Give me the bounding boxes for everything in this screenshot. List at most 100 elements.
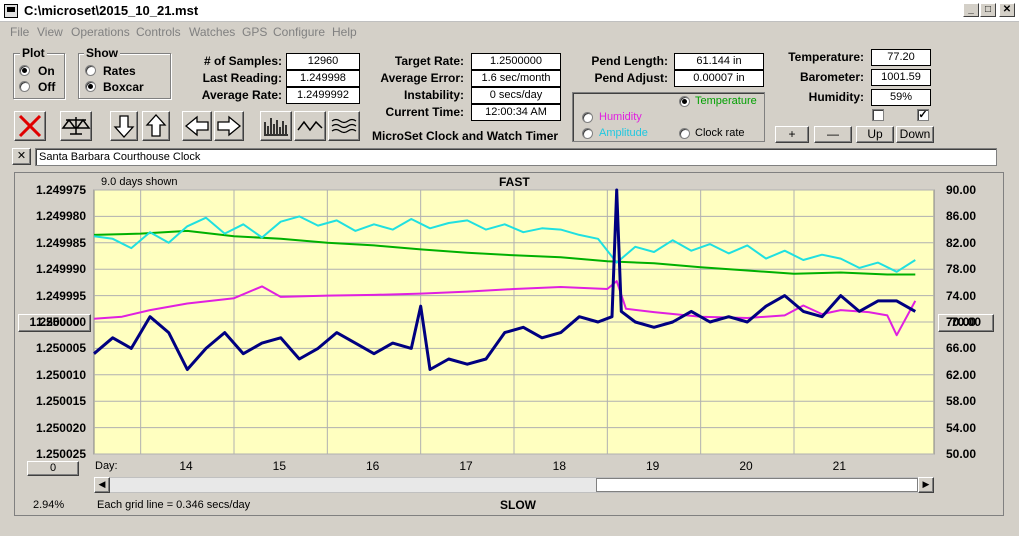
balance-scale-icon [61, 117, 91, 135]
average-error-label: Average Error: [380, 71, 464, 85]
plot-on-radio[interactable] [19, 65, 30, 76]
scroll-right-button[interactable] [214, 111, 244, 141]
minus-button[interactable]: — [814, 126, 852, 143]
plot-off-label: Off [38, 80, 56, 94]
menu-gps[interactable]: GPS [242, 25, 268, 39]
instability-label: Instability: [403, 88, 464, 102]
y-right-tick-label: 54.00 [945, 420, 976, 435]
y-right-tick-label: 66.00 [945, 341, 976, 356]
stop-button[interactable] [14, 111, 46, 141]
slow-label: SLOW [500, 498, 536, 512]
menu-view[interactable]: View [37, 25, 63, 39]
balance-button[interactable] [60, 111, 92, 141]
menu-operations[interactable]: Operations [71, 25, 130, 39]
x-axis-title: Day: [95, 460, 118, 472]
minimize-button[interactable]: _ [963, 3, 979, 17]
up-button[interactable]: Up [856, 126, 894, 143]
x-tick-label: 16 [366, 459, 380, 473]
description-field[interactable]: Santa Barbara Courthouse Clock [35, 148, 997, 166]
menu-help[interactable]: Help [332, 25, 357, 39]
percent-label: 2.94% [33, 499, 65, 511]
amplitude-radio[interactable] [582, 128, 593, 139]
y-right-tick-label: 90.00 [945, 183, 976, 197]
y-left-tick-label: 1.250010 [35, 367, 86, 382]
scroll-up-button[interactable] [142, 111, 170, 141]
y-left-tick-label: 1.249975 [35, 183, 86, 197]
grid-note: Each grid line = 0.346 secs/day [97, 499, 251, 511]
down-button[interactable]: Down [896, 126, 934, 143]
show-rates-radio[interactable] [85, 65, 96, 76]
clear-description-button[interactable]: ✕ [12, 148, 31, 165]
average-rate-label: Average Rate: [201, 88, 282, 102]
maximize-button[interactable]: □ [980, 3, 996, 17]
menu-file[interactable]: File [10, 25, 30, 39]
scroll-right-arrow[interactable]: ▶ [918, 477, 934, 493]
center-rate-button[interactable]: 1.250000 [18, 314, 91, 332]
scroll-down-button[interactable] [110, 111, 138, 141]
sensor-select-box [572, 92, 765, 142]
x-tick-label: 14 [179, 459, 193, 473]
y-right-tick-label: 78.00 [945, 262, 976, 277]
center-temp-button[interactable]: 70.00 [938, 314, 994, 332]
plus-button[interactable]: + [775, 126, 809, 143]
menu-watches[interactable]: Watches [189, 25, 236, 39]
show-group-title: Show [84, 46, 120, 60]
y-right-tick-label: 82.00 [945, 235, 976, 250]
plot-on-label: On [38, 64, 55, 78]
x-tick-label: 15 [272, 459, 287, 473]
multi-line-view-button[interactable] [328, 111, 360, 141]
humidity-series-line [93, 280, 917, 337]
show-boxcar-radio[interactable] [85, 81, 96, 92]
histogram-view-button[interactable] [260, 111, 292, 141]
current-time-field: 12:00:34 AM [471, 104, 561, 121]
title-bar: C:\microset\2015_10_21.mst _ □ ✕ [0, 0, 1019, 22]
humidity-option-label: Humidity [599, 111, 642, 123]
x-tick-label: 21 [832, 459, 847, 473]
show-rates-label: Rates [103, 64, 136, 78]
samples-field: 12960 [286, 53, 360, 70]
barometer-label: Barometer: [799, 70, 864, 84]
average-rate-field: 1.2499992 [286, 87, 360, 104]
line-view-button[interactable] [294, 111, 326, 141]
y-left-tick-label: 1.250000 [35, 315, 86, 329]
arrow-right-icon [217, 115, 242, 137]
y-right-tick-label: 74.00 [945, 288, 976, 303]
y-right-tick-label: 86.00 [945, 209, 976, 224]
pend-length-label: Pend Length: [591, 54, 668, 68]
temperature-radio[interactable] [679, 96, 690, 107]
y-left-tick-label: 1.249995 [35, 288, 86, 303]
amplitude-series-line [93, 215, 916, 273]
pend-adjust-label: Pend Adjust: [594, 71, 668, 85]
temperature-series-line [93, 229, 916, 276]
y-right-tick-label: 50.00 [945, 447, 976, 461]
days-shown-label: 9.0 days shown [101, 176, 178, 188]
humidity-radio[interactable] [582, 112, 593, 123]
last-reading-field: 1.249998 [286, 70, 360, 87]
y-right-tick-label: 70.00 [945, 315, 976, 329]
x-tick-label: 20 [739, 459, 753, 473]
last-reading-label: Last Reading: [202, 71, 282, 85]
clock-rate-radio[interactable] [679, 128, 690, 139]
fast-label: FAST [499, 175, 530, 189]
menu-controls[interactable]: Controls [136, 25, 181, 39]
wave-line-icon [297, 120, 323, 132]
x-tick-label: 19 [646, 459, 660, 473]
close-window-button[interactable]: ✕ [999, 3, 1015, 17]
scrollbar-thumb[interactable] [596, 478, 918, 492]
histogram-icon [264, 118, 288, 136]
checkbox-2[interactable]: ✓ [917, 109, 929, 121]
scroll-left-arrow[interactable]: ◀ [94, 477, 110, 493]
target-rate-label: Target Rate: [394, 54, 464, 68]
menu-configure[interactable]: Configure [273, 25, 326, 39]
pend-length-field: 61.144 in [674, 53, 764, 70]
plot-off-radio[interactable] [19, 81, 30, 92]
offset-button[interactable]: 0 [27, 461, 79, 476]
y-right-tick-label: 58.00 [945, 394, 976, 409]
red-x-icon [18, 114, 42, 138]
y-left-tick-label: 1.250005 [35, 341, 86, 356]
checkbox-1[interactable] [872, 109, 884, 121]
x-tick-label: 18 [552, 459, 567, 473]
product-name: MicroSet Clock and Watch Timer [372, 129, 559, 143]
scroll-left-button[interactable] [182, 111, 212, 141]
app-icon [4, 4, 18, 18]
